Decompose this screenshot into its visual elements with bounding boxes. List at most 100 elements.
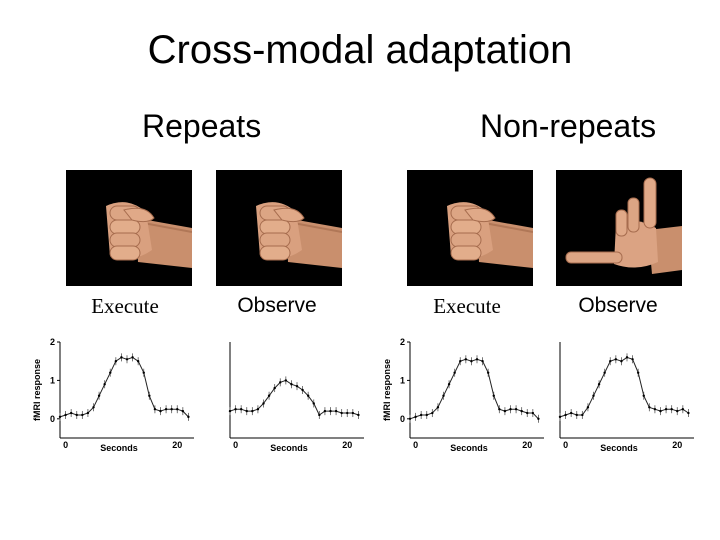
series-line: [59, 356, 189, 418]
y-axis-label: fMRI response: [32, 359, 42, 421]
x-tick-label: 0: [413, 440, 418, 450]
data-point: [148, 394, 151, 397]
data-point: [581, 413, 584, 417]
x-tick-label: 0: [233, 440, 238, 450]
data-point: [164, 408, 168, 411]
data-point: [301, 388, 304, 392]
data-point: [245, 409, 248, 413]
data-point: [586, 406, 590, 409]
data-point: [431, 411, 434, 415]
x-tick-label: 20: [522, 440, 532, 450]
x-tick-label: 0: [63, 440, 68, 450]
data-point: [159, 409, 162, 413]
data-point: [597, 383, 601, 386]
x-axis-label: Seconds: [270, 443, 308, 453]
data-point: [340, 411, 343, 415]
data-point: [442, 394, 445, 397]
data-point: [609, 360, 612, 363]
y-tick-label: 2: [400, 337, 405, 347]
data-point: [614, 358, 618, 361]
data-point: [603, 371, 606, 374]
y-axis-label: fMRI response: [382, 359, 392, 421]
x-tick-label: 20: [342, 440, 352, 450]
data-point: [470, 360, 473, 363]
data-point: [459, 360, 462, 363]
data-point: [414, 415, 417, 419]
y-tick-label: 0: [50, 414, 55, 424]
data-point: [503, 409, 507, 413]
data-point: [312, 402, 315, 405]
data-point: [187, 415, 190, 419]
data-point: [262, 402, 265, 405]
condition-label-observe: Observe: [237, 294, 317, 317]
hand-photo-execute-nonrepeat: [407, 170, 533, 286]
data-point: [531, 411, 535, 415]
data-point: [464, 358, 468, 361]
data-point: [670, 408, 673, 411]
data-point: [481, 360, 484, 363]
series-line: [229, 379, 359, 416]
data-point: [228, 409, 232, 413]
data-point: [475, 358, 479, 361]
data-point: [239, 408, 243, 411]
data-point: [592, 394, 595, 397]
y-tick-label: 1: [50, 375, 55, 385]
data-point: [125, 358, 129, 361]
series-line: [409, 358, 539, 420]
condition-label-execute: Execute: [91, 294, 159, 318]
condition-label-observe: Observe: [578, 294, 658, 317]
data-point: [653, 408, 657, 411]
fmri-plot-execute-nonrepeat: fMRI response 0 1 2 0 20 Seconds: [380, 336, 548, 456]
data-point: [558, 415, 562, 419]
data-point: [636, 371, 640, 374]
x-axis-label: Seconds: [450, 443, 488, 453]
data-point: [329, 409, 332, 413]
data-point: [625, 356, 629, 359]
fist-hand-icon: [447, 202, 533, 268]
data-point: [537, 417, 540, 420]
x-tick-label: 20: [672, 440, 682, 450]
data-point: [520, 409, 523, 413]
data-point: [659, 409, 662, 413]
y-tick-label: 1: [400, 375, 405, 385]
data-point: [514, 408, 518, 411]
data-point: [256, 408, 260, 411]
data-point: [267, 394, 271, 397]
data-point: [295, 384, 299, 388]
data-point: [136, 360, 140, 363]
open-hand-icon: [565, 177, 682, 274]
data-point: [290, 383, 293, 386]
data-point: [526, 411, 529, 415]
group-label-non-repeats: Non-repeats: [480, 108, 657, 144]
data-point: [103, 383, 106, 386]
data-point: [251, 409, 254, 413]
fmri-plot-execute-repeat: fMRI response 0 1 2 0 20 Seconds: [30, 336, 198, 456]
data-point: [436, 406, 440, 409]
y-tick-label: 2: [50, 337, 55, 347]
slide-title: Cross-modal adaptation: [147, 28, 573, 72]
data-point: [153, 408, 157, 411]
data-point: [176, 408, 179, 411]
hand-photo-execute-repeat: [66, 170, 192, 286]
data-point: [486, 371, 490, 374]
fist-hand-icon: [256, 202, 342, 268]
data-point: [425, 413, 428, 417]
data-point: [58, 415, 62, 419]
data-point: [408, 417, 412, 420]
data-point: [453, 371, 456, 374]
data-point: [569, 411, 573, 415]
y-tick-label: 0: [400, 414, 405, 424]
data-point: [575, 413, 578, 417]
data-point: [86, 411, 90, 415]
data-point: [318, 413, 321, 417]
data-point: [131, 356, 134, 359]
x-tick-label: 20: [172, 440, 182, 450]
data-point: [642, 394, 645, 397]
data-point: [97, 394, 101, 397]
x-axis-label: Seconds: [100, 443, 138, 453]
condition-label-execute: Execute: [433, 294, 501, 318]
data-point: [109, 371, 112, 374]
fist-hand-icon: [106, 202, 192, 268]
data-point: [323, 409, 327, 413]
data-point: [170, 408, 173, 411]
